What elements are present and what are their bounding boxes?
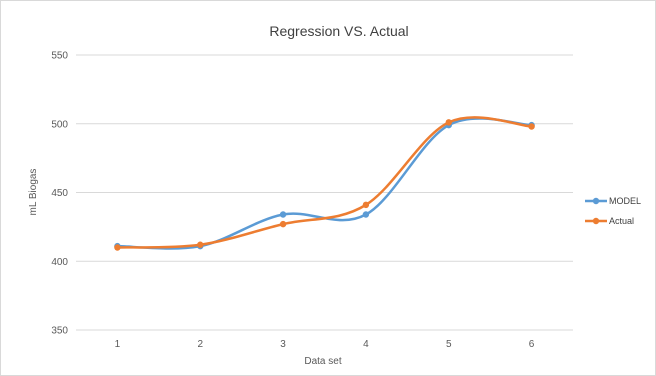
- x-tick-label: 5: [446, 339, 452, 350]
- data-point-actual-4: [362, 201, 370, 209]
- y-tick-label: 400: [51, 257, 68, 268]
- x-tick-labels: 1 2 3 4 5 6: [115, 339, 535, 350]
- x-axis-title: Data set: [304, 356, 341, 367]
- data-point-actual-5: [445, 119, 452, 126]
- x-tick-label: 2: [197, 339, 203, 350]
- y-axis-title: mL Biogas: [28, 169, 39, 216]
- legend: MODEL Actual: [585, 196, 641, 226]
- data-point-model-4: [362, 211, 370, 218]
- y-tick-label: 350: [51, 326, 68, 337]
- y-tick-label: 450: [51, 188, 68, 199]
- series-line-model: [116, 117, 533, 250]
- y-tick-labels: 350 400 450 500 550: [51, 51, 68, 337]
- x-tick-label: 1: [115, 339, 121, 350]
- series-actual: [114, 116, 535, 251]
- legend-label-actual: Actual: [609, 216, 634, 226]
- grid-lines: [76, 54, 573, 331]
- data-point-model-3: [279, 211, 287, 218]
- y-tick-label: 550: [51, 51, 68, 62]
- x-tick-label: 3: [280, 339, 286, 350]
- chart-title: Regression VS. Actual: [269, 23, 408, 39]
- y-tick-label: 500: [51, 119, 68, 130]
- data-point-actual-1: [114, 244, 121, 251]
- data-point-actual-6: [528, 123, 535, 130]
- series-model: [114, 117, 535, 250]
- legend-label-model: MODEL: [609, 196, 641, 206]
- data-point-actual-3: [279, 220, 287, 228]
- x-tick-label: 6: [529, 339, 535, 350]
- legend-swatch-marker: [592, 217, 600, 225]
- x-tick-label: 4: [363, 339, 369, 350]
- series-group: [114, 116, 535, 251]
- legend-swatch-marker: [592, 197, 600, 205]
- data-point-actual-2: [197, 241, 204, 248]
- series-line-actual: [116, 116, 533, 249]
